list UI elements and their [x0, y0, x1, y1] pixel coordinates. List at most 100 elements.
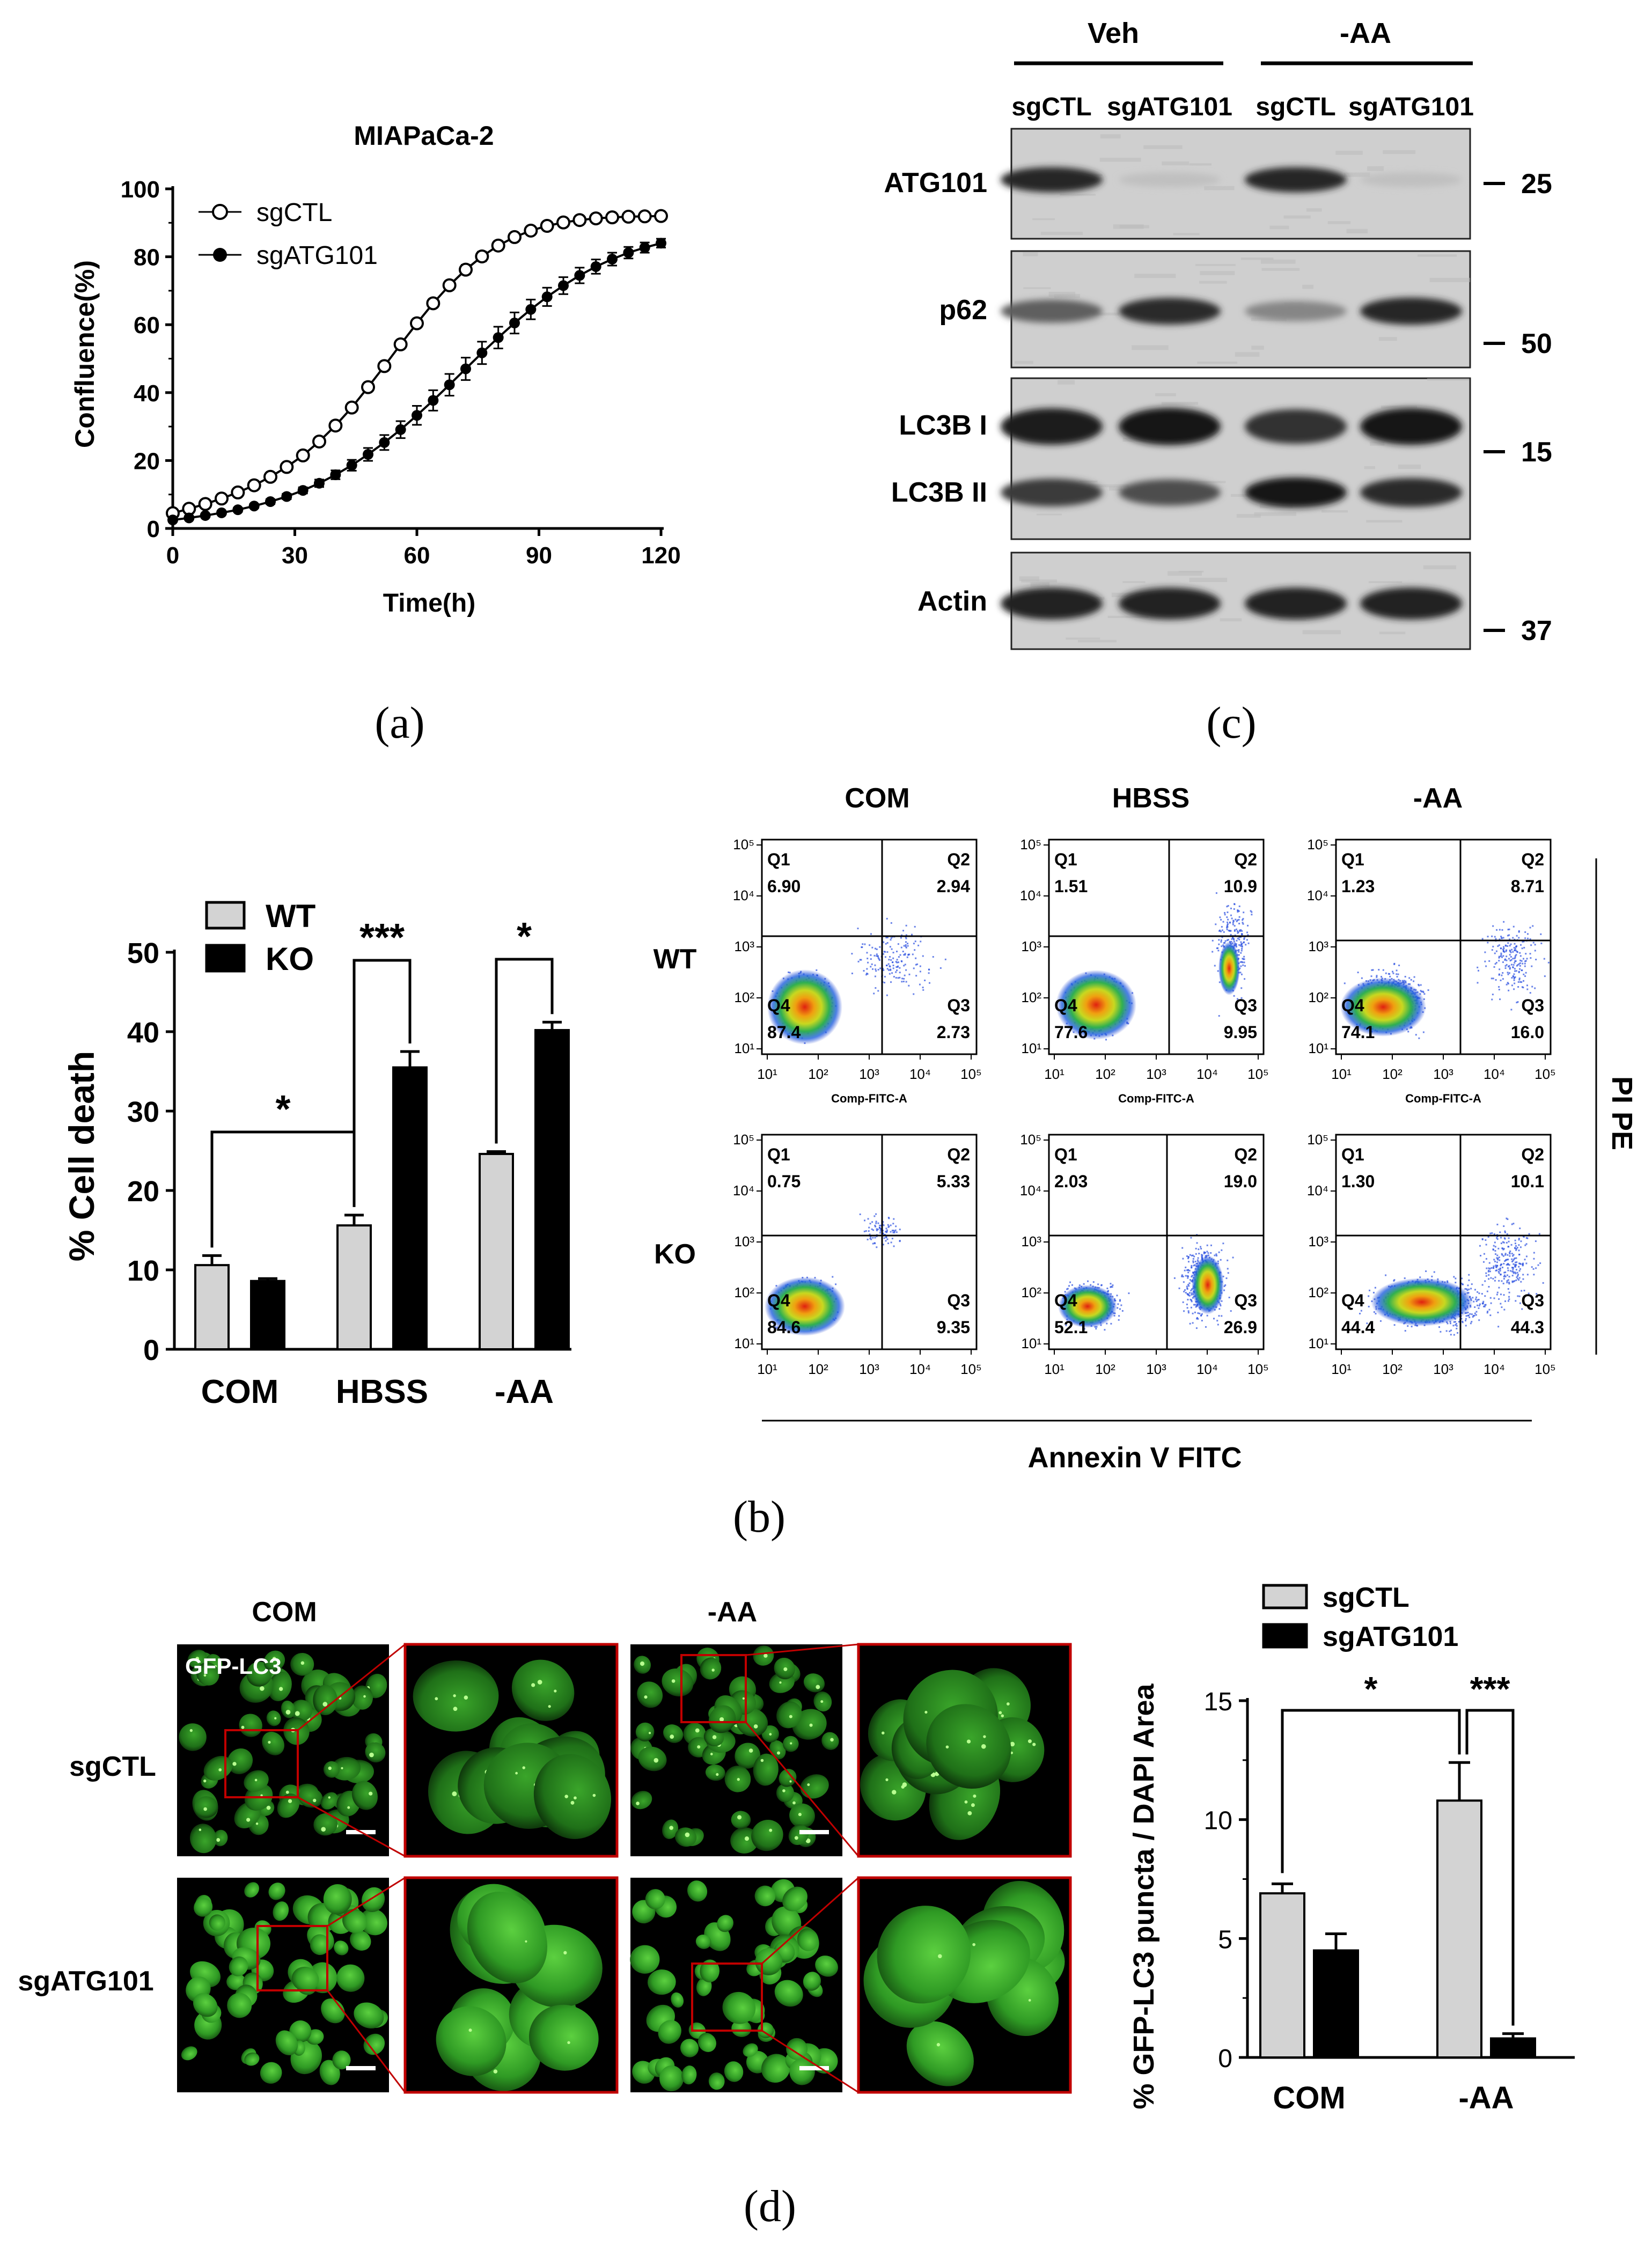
flow-y-tick-label: 10³ [1021, 938, 1041, 954]
flow-event [887, 1242, 890, 1244]
flow-event [1521, 969, 1523, 972]
flow-event [1508, 965, 1510, 967]
flow-event [907, 954, 909, 956]
flow-event [1226, 928, 1228, 930]
flow-event [1227, 924, 1229, 927]
flow-event [1218, 939, 1220, 941]
flow-event [872, 1237, 874, 1239]
flow-event [1224, 911, 1226, 914]
flow-event [1239, 961, 1242, 963]
flow-event [1495, 950, 1497, 952]
blot-band-p62 [1119, 298, 1221, 325]
flow-event [1229, 930, 1231, 932]
blot-band-lc3b-i [1245, 409, 1347, 444]
blot-noise [1109, 486, 1122, 491]
flow-event [884, 975, 886, 977]
flow-event [944, 958, 946, 960]
flow-x-tick-label: 10⁴ [909, 1066, 931, 1082]
data-point-sgatg101 [265, 496, 276, 507]
flow-event [1512, 937, 1514, 939]
blot-noise [1366, 520, 1403, 523]
flow-event [1234, 930, 1236, 932]
flow-event [1230, 933, 1232, 936]
flow-event [1517, 964, 1519, 966]
flow-event [1422, 991, 1425, 994]
data-point-sgatg101 [476, 347, 488, 358]
chart-b-category-label: -AA [495, 1373, 554, 1410]
flow-event [1517, 986, 1519, 988]
data-point-sgctl [280, 460, 294, 474]
flow-event [890, 939, 892, 941]
flow-event [929, 982, 931, 984]
flow-event [866, 968, 868, 970]
flow-event [1064, 1291, 1066, 1293]
blot-band-actin [1001, 587, 1103, 620]
flow-event [1514, 970, 1516, 972]
flow-event [906, 956, 908, 958]
flow-event [1512, 966, 1514, 968]
blot-marker-label: 25 [1521, 168, 1552, 200]
flow-x-tick-label: 10⁴ [909, 1361, 931, 1377]
flow-event [1523, 973, 1525, 975]
flow-event [1525, 953, 1527, 955]
flow-event [1534, 987, 1536, 989]
flow-event [903, 977, 905, 980]
flow-event [1092, 1281, 1095, 1283]
flow-event [1224, 942, 1226, 944]
flow-event [1508, 958, 1510, 960]
blot-noise [1199, 281, 1227, 284]
flow-event [869, 1238, 871, 1240]
flow-x-axis-label: Comp-FITC-A [1405, 1092, 1481, 1105]
flow-event [860, 959, 862, 961]
flow-event [1065, 1324, 1067, 1326]
flow-event [1220, 918, 1222, 921]
flow-event [875, 1222, 877, 1224]
flow-event [895, 971, 897, 973]
flow-event [1112, 1284, 1114, 1287]
flow-event [1221, 945, 1223, 947]
flow-event [1507, 982, 1509, 984]
flow-event [851, 972, 853, 974]
flow-event [883, 951, 885, 953]
flow-event [1511, 984, 1513, 987]
flow-event [922, 987, 924, 989]
flow-y-tick-label: 10⁴ [1307, 887, 1328, 903]
flow-event [899, 976, 901, 979]
flow-y-tick-label: 10³ [734, 1233, 754, 1249]
flow-event [1523, 946, 1525, 949]
blot-group-aa: -AA [1340, 17, 1391, 49]
flow-event [1237, 931, 1239, 933]
flow-y-tick-label: 10⁴ [733, 887, 754, 903]
data-point-sgctl [491, 238, 505, 253]
flow-event [892, 952, 894, 954]
flow-y-tick-label: 10² [734, 989, 754, 1005]
flow-event [1508, 989, 1510, 991]
flow-event [1487, 942, 1489, 944]
flow-event [1515, 950, 1517, 952]
flow-event [1212, 951, 1214, 953]
flow-event [1498, 960, 1500, 962]
flow-event [888, 969, 890, 971]
data-point-sgatg101 [541, 291, 553, 303]
blot-row-label: p62 [939, 295, 987, 326]
flow-event [1230, 930, 1232, 932]
flow-event [1500, 936, 1502, 938]
blot-noise [1099, 158, 1141, 162]
flow-event [1492, 945, 1494, 947]
flow-event [1495, 979, 1497, 981]
flow-event [1494, 936, 1496, 938]
flow-event [1121, 1310, 1124, 1312]
flow-event [900, 946, 902, 949]
flow-event [1090, 1284, 1092, 1286]
flow-q3-value: 9.35 [937, 1318, 970, 1337]
flow-q4-name: Q4 [1341, 996, 1364, 1015]
flow-event [1512, 951, 1514, 953]
flow-event [1514, 955, 1516, 957]
blot-lane-label: sgATG101 [1107, 93, 1232, 121]
flow-event [1229, 921, 1231, 923]
flow-q3-name: Q3 [947, 1291, 970, 1310]
flow-event [879, 1224, 881, 1226]
flow-event [904, 964, 906, 966]
flow-event [1506, 983, 1508, 986]
flow-event [896, 951, 898, 953]
